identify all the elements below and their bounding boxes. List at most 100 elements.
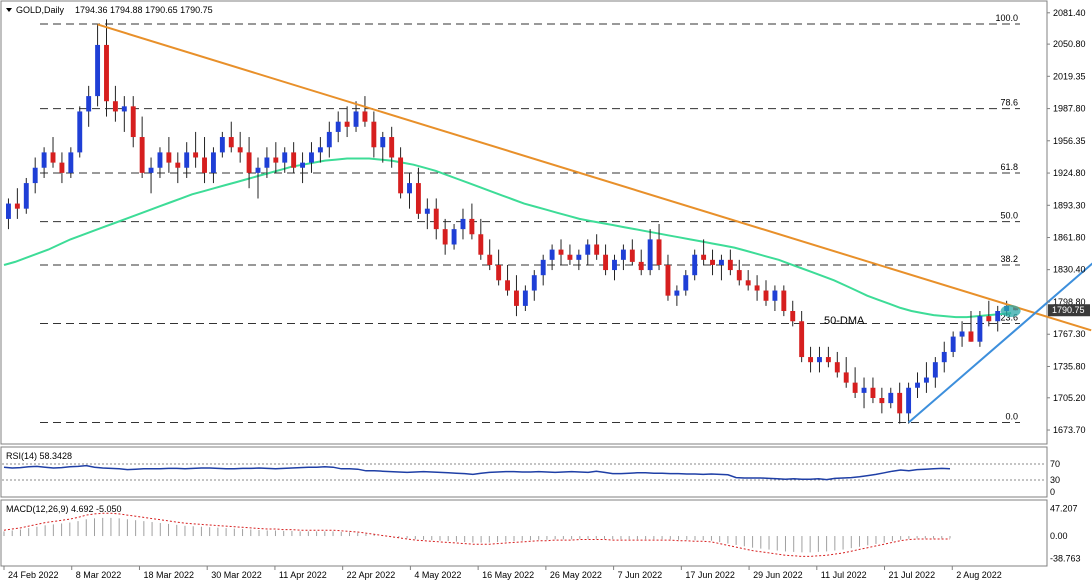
candle-body [469, 218, 475, 235]
candle-body [701, 254, 707, 260]
candle-body [825, 357, 831, 363]
last-price-tag [1048, 304, 1090, 317]
candle-body [335, 121, 341, 132]
candle-body [950, 336, 956, 352]
candle-body [531, 275, 537, 291]
candle-body [977, 316, 983, 342]
time-tick-label: 4 May 2022 [414, 570, 461, 580]
candle-body [442, 229, 448, 245]
candle-body [451, 229, 457, 245]
candle-body [558, 249, 564, 255]
candle-body [567, 254, 573, 260]
candle-body [808, 357, 814, 363]
macd-label: MACD(12,26,9) 4.692 -5.050 [6, 504, 122, 514]
candle-body [763, 290, 769, 301]
candle-body [344, 121, 350, 127]
collapse-arrow-icon[interactable] [6, 8, 12, 12]
macd-tick-label: -38.763 [1050, 554, 1081, 564]
candle-body [148, 167, 154, 173]
candle-body [612, 259, 617, 271]
candle-body [754, 285, 760, 291]
candle-body [14, 203, 20, 209]
candle-body [522, 290, 528, 306]
candle-body [718, 259, 724, 265]
rsi-label: RSI(14) 58.3428 [6, 451, 72, 461]
breakout-highlight [1000, 305, 1021, 318]
price-tick-label: 2050.80 [1053, 39, 1086, 49]
time-tick-label: 16 May 2022 [482, 570, 534, 580]
fib-label: 0.0 [1005, 412, 1018, 422]
candle-body [157, 152, 163, 168]
candle-body [264, 157, 270, 168]
candle-body [424, 208, 430, 214]
time-tick-label: 8 Mar 2022 [76, 570, 122, 580]
dma-line [3, 157, 1012, 319]
candle-body [843, 372, 849, 383]
candle-body [282, 152, 288, 163]
candle-body [549, 249, 555, 260]
rsi-indicator: 70 30 0 [2, 459, 1060, 497]
time-tick-label: 18 Mar 2022 [143, 570, 194, 580]
candle-body [736, 270, 742, 281]
candle-body [86, 96, 92, 112]
fib-label: 50.0 [1000, 211, 1018, 221]
time-tick-label: 29 Jun 2022 [753, 570, 803, 580]
candle-body [210, 152, 216, 173]
candle-body [906, 387, 912, 414]
candle-body [834, 362, 840, 373]
fib-label: 23.6 [1000, 312, 1018, 322]
candle-body [166, 152, 172, 163]
time-tick-label: 17 Jun 2022 [685, 570, 735, 580]
candle-body [317, 147, 323, 153]
candle-body [362, 111, 368, 122]
time-tick-label: 30 Mar 2022 [211, 570, 262, 580]
candle-body [121, 106, 127, 112]
price-panel [0, 0, 1048, 445]
candle-body [380, 137, 386, 148]
candle-body [594, 244, 600, 255]
candle-body [59, 162, 65, 173]
candle-body [710, 259, 715, 265]
candle-body [95, 44, 101, 97]
candle-body [923, 377, 929, 383]
price-tick-label: 1705.20 [1053, 393, 1086, 403]
candle-body [291, 152, 297, 168]
price-axis: 2081.40 2050.80 2019.35 1987.80 1956.35 1924.… [1047, 8, 1086, 435]
candle-body [139, 137, 145, 173]
macd-indicator: 47.207 0.00 -38.763 [3, 504, 1081, 564]
candle-body [745, 280, 751, 286]
candle-body [255, 167, 261, 173]
candle-body [959, 331, 965, 337]
last-price-value: 1790.75 [1052, 305, 1085, 315]
candle-body [273, 157, 279, 163]
rsi-tick-label: 70 [1050, 459, 1060, 469]
candlesticks [6, 19, 1018, 424]
price-tick-label: 1798.80 [1053, 297, 1086, 307]
candle-body [112, 101, 118, 112]
rsi-line [3, 464, 951, 481]
time-tick-label: 11 Jul 2022 [821, 570, 867, 580]
candle-body [219, 137, 225, 153]
candle-body [638, 261, 644, 271]
rsi-tick-label: 30 [1050, 475, 1060, 485]
candle-body [130, 106, 136, 138]
candle-body [32, 167, 38, 184]
candle-body [6, 203, 11, 219]
price-tick-label: 1956.35 [1053, 136, 1086, 146]
fib-label: 78.6 [1000, 98, 1018, 108]
rsi-tick-label: 0 [1050, 487, 1055, 497]
candle-body [986, 316, 992, 322]
candle-body [897, 392, 903, 414]
ohlc-values: 1794.36 1794.88 1790.65 1790.75 [75, 5, 213, 15]
candle-body [772, 290, 778, 301]
price-tick-label: 1924.80 [1053, 168, 1086, 178]
candle-body [540, 259, 546, 276]
moving-average [3, 157, 1012, 319]
time-tick-label: 26 May 2022 [550, 570, 602, 580]
candle-body [861, 387, 867, 393]
candle-body [915, 382, 920, 388]
candle-body [68, 152, 74, 173]
price-tick-label: 1830.40 [1053, 265, 1086, 275]
price-tick-label: 1673.70 [1053, 425, 1086, 435]
